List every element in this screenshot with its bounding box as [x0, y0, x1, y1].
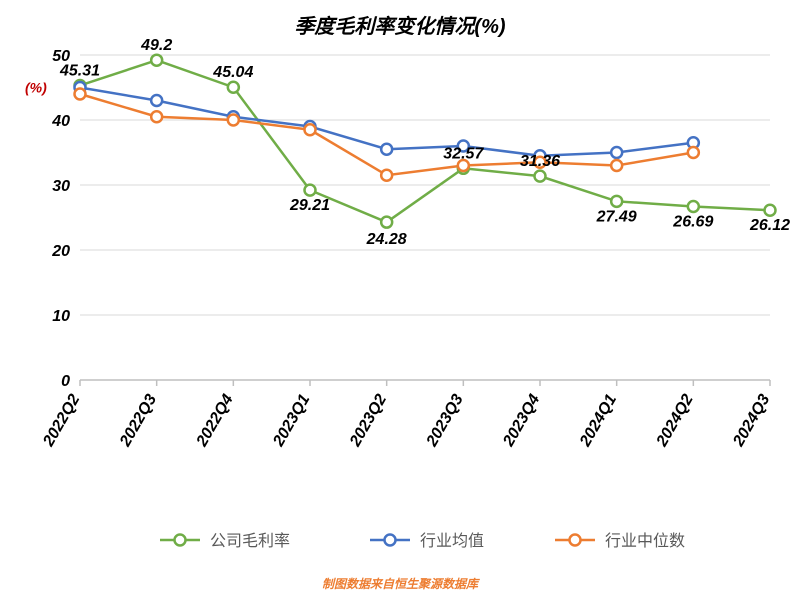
chart-container: 季度毛利率变化情况(%) 01020304050(%)2022Q22022Q32…	[0, 0, 800, 600]
svg-text:行业均值: 行业均值	[420, 532, 484, 550]
svg-text:公司毛利率: 公司毛利率	[210, 532, 290, 550]
svg-text:49.2: 49.2	[140, 37, 172, 54]
svg-text:2023Q3: 2023Q3	[423, 391, 467, 450]
svg-text:2022Q2: 2022Q2	[40, 391, 84, 450]
svg-text:(%): (%)	[25, 80, 47, 96]
svg-text:45.31: 45.31	[59, 62, 100, 79]
svg-text:2024Q2: 2024Q2	[653, 391, 697, 450]
svg-text:40: 40	[51, 113, 70, 130]
svg-text:2023Q1: 2023Q1	[270, 391, 314, 450]
chart-footer: 制图数据来自恒生聚源数据库	[0, 575, 800, 592]
chart-svg: 01020304050(%)2022Q22022Q32022Q42023Q120…	[0, 0, 800, 600]
svg-text:24.28: 24.28	[366, 231, 407, 248]
svg-text:30: 30	[52, 178, 70, 195]
svg-text:2024Q1: 2024Q1	[576, 391, 620, 450]
svg-text:2022Q4: 2022Q4	[193, 391, 237, 450]
svg-text:26.12: 26.12	[749, 217, 790, 234]
svg-text:29.21: 29.21	[289, 197, 330, 214]
svg-text:26.69: 26.69	[672, 214, 713, 231]
svg-text:行业中位数: 行业中位数	[605, 532, 685, 550]
svg-text:27.49: 27.49	[596, 208, 637, 225]
svg-text:20: 20	[51, 243, 70, 260]
svg-text:45.04: 45.04	[212, 64, 253, 81]
svg-text:2023Q4: 2023Q4	[500, 391, 544, 450]
svg-text:0: 0	[61, 373, 70, 390]
svg-text:2024Q3: 2024Q3	[730, 391, 774, 450]
svg-text:32.57: 32.57	[443, 145, 484, 162]
svg-text:31.36: 31.36	[520, 153, 560, 170]
svg-text:2022Q3: 2022Q3	[116, 391, 160, 450]
svg-text:10: 10	[52, 308, 70, 325]
svg-text:2023Q2: 2023Q2	[346, 391, 390, 450]
